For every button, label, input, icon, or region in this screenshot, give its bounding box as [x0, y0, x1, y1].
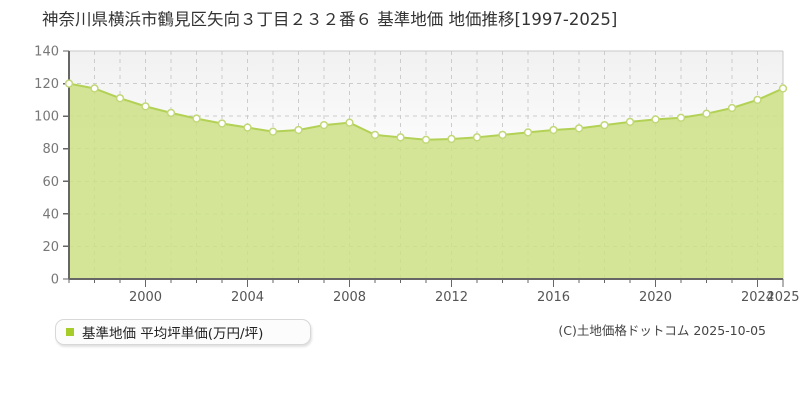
x-tick-label: 2008 [333, 290, 366, 305]
data-point-marker [319, 120, 329, 130]
x-tick-label: 2012 [435, 290, 468, 305]
data-point-marker [166, 108, 176, 118]
legend-marker-icon [66, 328, 74, 336]
data-point-marker [217, 119, 227, 128]
x-tick-label: 2024 [741, 290, 774, 305]
data-point-marker [676, 113, 686, 122]
y-tick-label: 80 [42, 142, 59, 157]
y-tick-label: 40 [42, 207, 59, 222]
data-point-marker [778, 84, 788, 93]
y-tick-label: 0 [51, 273, 59, 288]
data-point-marker [421, 135, 431, 144]
data-point-marker [345, 118, 354, 127]
data-point-marker [115, 94, 125, 103]
data-point-marker [651, 115, 660, 124]
chart-title: 神奈川県横浜市鶴見区矢向３丁目２３２番６ 基準地価 地価推移[1997-2025… [42, 10, 618, 29]
y-tick-label: 140 [34, 45, 59, 60]
x-tick-label: 2000 [129, 290, 162, 305]
data-point-marker [64, 79, 74, 88]
data-point-marker [600, 120, 609, 130]
x-tick-label: 2016 [537, 290, 570, 305]
x-tick-label: 2020 [639, 290, 672, 305]
data-point-marker [268, 127, 278, 136]
series-area [69, 83, 783, 279]
data-point-marker [702, 109, 711, 118]
y-tick-label: 100 [34, 110, 59, 125]
data-point-marker [523, 128, 533, 137]
data-point-marker [498, 130, 507, 140]
data-point-marker [472, 133, 482, 142]
data-point-marker [549, 125, 558, 135]
data-point-marker [447, 134, 456, 144]
data-point-marker [396, 133, 405, 142]
copyright-text: (C)土地価格ドットコム 2025-10-05 [558, 323, 766, 338]
data-point-marker [243, 123, 252, 132]
x-tick-label: 2025 [766, 290, 799, 305]
data-point-marker [294, 125, 303, 135]
data-point-marker [370, 130, 380, 140]
y-tick-label: 60 [42, 175, 59, 190]
data-point-marker [727, 103, 737, 113]
y-tick-label: 20 [42, 240, 59, 255]
x-tick-label: 2004 [231, 290, 264, 305]
data-point-marker [753, 95, 762, 105]
legend: 基準地価 平均坪単価(万円/坪) [55, 319, 311, 345]
data-point-marker [141, 102, 150, 111]
legend-label: 基準地価 平均坪単価(万円/坪) [82, 326, 264, 342]
data-point-marker [574, 124, 584, 133]
y-tick-label: 120 [34, 77, 59, 92]
data-point-marker [625, 117, 635, 126]
data-point-marker [90, 84, 99, 93]
data-point-marker [192, 114, 201, 123]
